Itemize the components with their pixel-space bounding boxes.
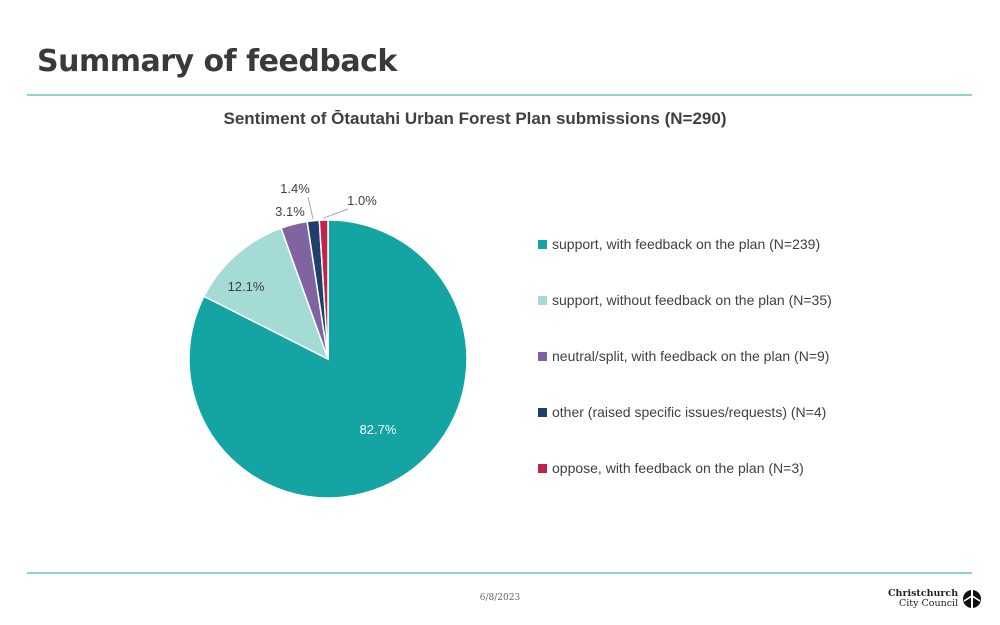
legend-swatch [538,351,547,361]
legend-label: other (raised specific issues/requests) … [552,404,827,420]
slice-data-label: 1.4% [280,181,310,196]
slice-leader-line [307,196,314,219]
bottom-divider [27,572,972,574]
slice-data-label: 12.1% [228,279,265,294]
legend-swatch [538,407,547,417]
legend-swatch [538,463,547,473]
top-divider [27,94,972,96]
logo-text: Christchurch City Council [888,589,958,609]
slice-data-label: 3.1% [275,204,305,219]
council-logo: Christchurch City Council [888,588,982,610]
legend-item: support, without feedback on the plan (N… [538,292,832,308]
legend-swatch [538,239,547,249]
legend-item: neutral/split, with feedback on the plan… [538,348,829,364]
legend-item: support, with feedback on the plan (N=23… [538,236,820,252]
slice-data-label: 1.0% [347,193,377,208]
pie-slice [202,227,330,361]
chart-title: Sentiment of Ōtautahi Urban Forest Plan … [223,109,727,128]
legend-label: support, with feedback on the plan (N=23… [552,236,821,252]
legend-label: support, without feedback on the plan (N… [552,292,832,308]
logo-line-2: City Council [898,598,959,609]
slice-data-label: 82.7% [360,422,397,437]
legend-item: oppose, with feedback on the plan (N=3) [538,460,804,476]
legend-label: neutral/split, with feedback on the plan… [552,348,830,364]
slide-title: Summary of feedback [37,44,397,79]
legend-swatch [538,295,547,305]
slice-leader-line [323,208,349,219]
legend-label: oppose, with feedback on the plan (N=3) [552,460,804,476]
legend-item: other (raised specific issues/requests) … [538,404,826,420]
logo-line-1: Christchurch [888,588,959,599]
cathedral-logo-icon [963,590,982,608]
footer-date: 6/8/2023 [479,593,521,603]
pie-slice [318,219,329,360]
